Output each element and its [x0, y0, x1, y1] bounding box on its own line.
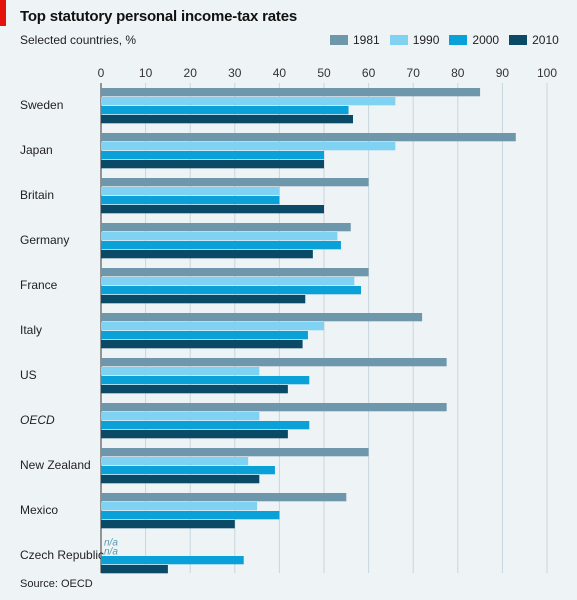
bar-1981-france: [101, 268, 369, 277]
category-label: Sweden: [20, 98, 63, 112]
category-label: Japan: [20, 143, 53, 157]
x-tick-label-10: 10: [139, 66, 153, 80]
bar-2000-france: [101, 286, 362, 295]
legend-label-2010: 2010: [532, 33, 559, 47]
x-tick-label-50: 50: [317, 66, 331, 80]
bar-1981-new-zealand: [101, 448, 369, 457]
bar-2010-germany: [101, 250, 313, 259]
source-note: Source: OECD: [20, 578, 93, 590]
bar-1981-sweden: [101, 88, 481, 97]
bar-2010-us: [101, 385, 288, 394]
bar-1990-britain: [101, 187, 280, 196]
x-tick-label-60: 60: [362, 66, 376, 80]
legend-swatch-1981: [330, 35, 348, 45]
category-label: Germany: [20, 233, 69, 247]
bar-2010-czech-republic: [101, 565, 168, 574]
legend-swatch-2010: [509, 35, 528, 45]
bar-1990-italy: [101, 322, 324, 331]
x-tick-label-90: 90: [496, 66, 510, 80]
bar-2000-us: [101, 376, 310, 385]
bar-2000-mexico: [101, 511, 280, 520]
chart-title: Top statutory personal income-tax rates: [20, 8, 297, 25]
bar-2010-new-zealand: [101, 475, 260, 484]
category-label: US: [20, 368, 37, 382]
bar-1981-mexico: [101, 493, 347, 502]
legend-item-1990: 1990: [389, 33, 440, 47]
bar-2000-new-zealand: [101, 466, 275, 475]
legend-swatch-2000: [449, 35, 468, 45]
bar-2000-britain: [101, 196, 280, 205]
x-tick-label-70: 70: [407, 66, 421, 80]
legend-label-2000: 2000: [472, 33, 500, 47]
chart-legend: 1981 1990 2000 2010: [320, 33, 559, 47]
bar-1990-new-zealand: [101, 457, 249, 466]
bar-2000-japan: [101, 151, 324, 160]
bar-1990-france: [101, 277, 355, 286]
missing-label: n/a: [104, 538, 118, 549]
legend-swatch-1990: [389, 35, 408, 45]
bar-2010-oecd: [101, 430, 288, 439]
missing-label: n/a: [104, 547, 118, 558]
bar-2010-france: [101, 295, 306, 304]
legend-item-2010: 2010: [509, 33, 559, 47]
x-tick-label-80: 80: [451, 66, 465, 80]
x-tick-label-40: 40: [273, 66, 287, 80]
category-label: New Zealand: [20, 458, 91, 472]
bar-2000-sweden: [101, 106, 349, 115]
category-label: France: [20, 278, 58, 292]
category-label: Mexico: [20, 503, 58, 517]
bar-1990-germany: [101, 232, 338, 241]
bar-1990-mexico: [101, 502, 258, 511]
bar-2010-mexico: [101, 520, 235, 529]
bar-1981-us: [101, 358, 447, 367]
x-tick-label-20: 20: [184, 66, 198, 80]
bar-1990-oecd: [101, 412, 260, 421]
x-tick-label-100: 100: [537, 66, 557, 80]
x-tick-label-30: 30: [228, 66, 242, 80]
legend-label-1990: 1990: [412, 33, 440, 47]
legend-label-1981: 1981: [353, 33, 380, 47]
legend-item-2000: 2000: [449, 33, 499, 47]
legend-item-1981: 1981: [330, 33, 380, 47]
bar-2000-czech-republic: [101, 556, 244, 565]
bar-1990-us: [101, 367, 260, 376]
bar-1981-germany: [101, 223, 351, 232]
bar-1981-britain: [101, 178, 369, 187]
bar-1981-italy: [101, 313, 423, 322]
category-label: OECD: [20, 413, 55, 427]
bar-2000-germany: [101, 241, 341, 250]
category-label: Italy: [20, 323, 42, 337]
bar-1981-oecd: [101, 403, 447, 412]
bar-2010-japan: [101, 160, 324, 169]
bar-1990-sweden: [101, 97, 396, 106]
category-label: Czech Republic: [20, 548, 104, 562]
bar-2010-britain: [101, 205, 324, 214]
x-tick-label-0: 0: [98, 66, 105, 80]
category-label: Britain: [20, 188, 54, 202]
brand-red-tag: [0, 0, 6, 26]
bar-2000-italy: [101, 331, 308, 340]
bar-2010-italy: [101, 340, 303, 349]
bar-1990-japan: [101, 142, 396, 151]
chart-subtitle: Selected countries, %: [20, 33, 137, 47]
bar-2010-sweden: [101, 115, 353, 124]
bar-1981-japan: [101, 133, 516, 142]
bar-2000-oecd: [101, 421, 310, 430]
